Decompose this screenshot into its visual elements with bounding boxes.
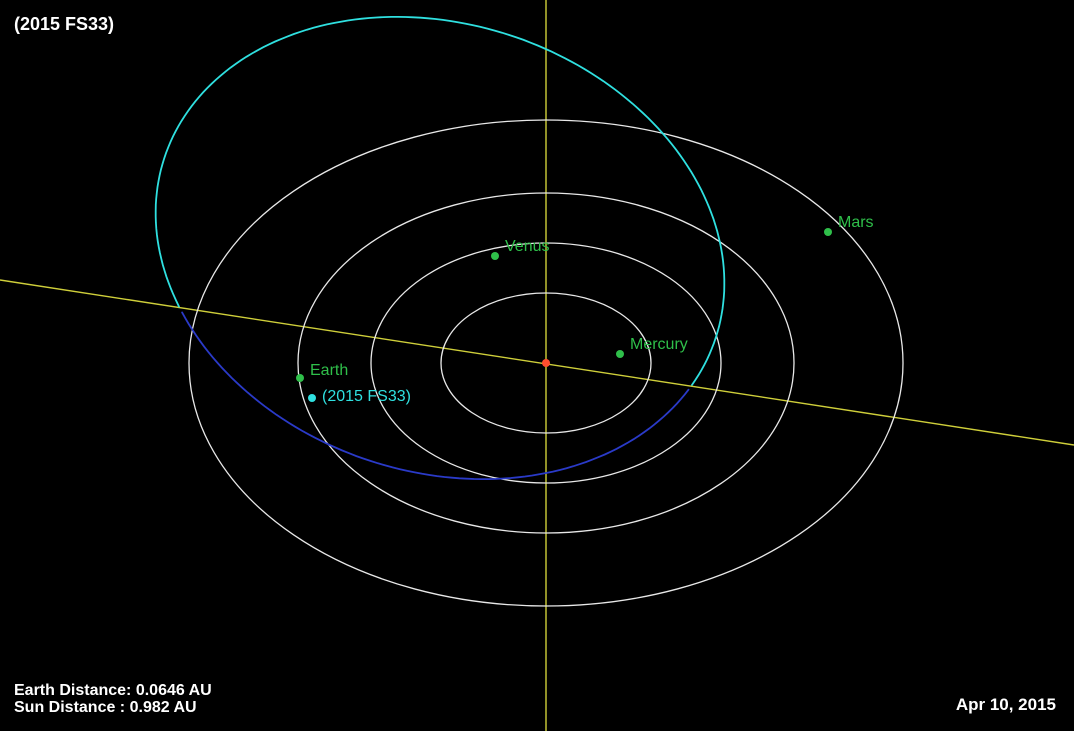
- sun: [542, 359, 550, 367]
- sun-distance-line: Sun Distance : 0.982 AU: [14, 700, 212, 717]
- sun-distance-label: Sun Distance :: [14, 699, 125, 716]
- venus-marker: [491, 252, 499, 260]
- earth-distance-value: 0.0646 AU: [136, 682, 212, 699]
- asteroid-orbit-above-1: [156, 17, 725, 338]
- venus-label: Venus: [505, 238, 549, 256]
- asteroid-orbit-below: [182, 312, 688, 479]
- earth-distance-line: Earth Distance: 0.0646 AU: [14, 683, 212, 700]
- mercury-marker: [616, 350, 624, 358]
- epoch-date: Apr 10, 2015: [956, 695, 1056, 715]
- orbit-diagram: (2015 FS33) MercuryVenusEarthMars(2015 F…: [0, 0, 1074, 731]
- mars-marker: [824, 228, 832, 236]
- asteroid-orbit-above: [692, 338, 716, 385]
- earth-distance-label: Earth Distance:: [14, 682, 131, 699]
- mercury-label: Mercury: [630, 336, 688, 354]
- earth-marker: [296, 374, 304, 382]
- asteroid-marker: [308, 394, 316, 402]
- sun-distance-value: 0.982 AU: [130, 699, 197, 716]
- orbit-plot: [0, 0, 1074, 731]
- asteroid-label: (2015 FS33): [322, 388, 411, 406]
- mars-label: Mars: [838, 214, 874, 232]
- earth-label: Earth: [310, 362, 348, 380]
- distance-readout: Earth Distance: 0.0646 AU Sun Distance :…: [14, 683, 212, 717]
- axis-ecliptic: [0, 280, 1074, 445]
